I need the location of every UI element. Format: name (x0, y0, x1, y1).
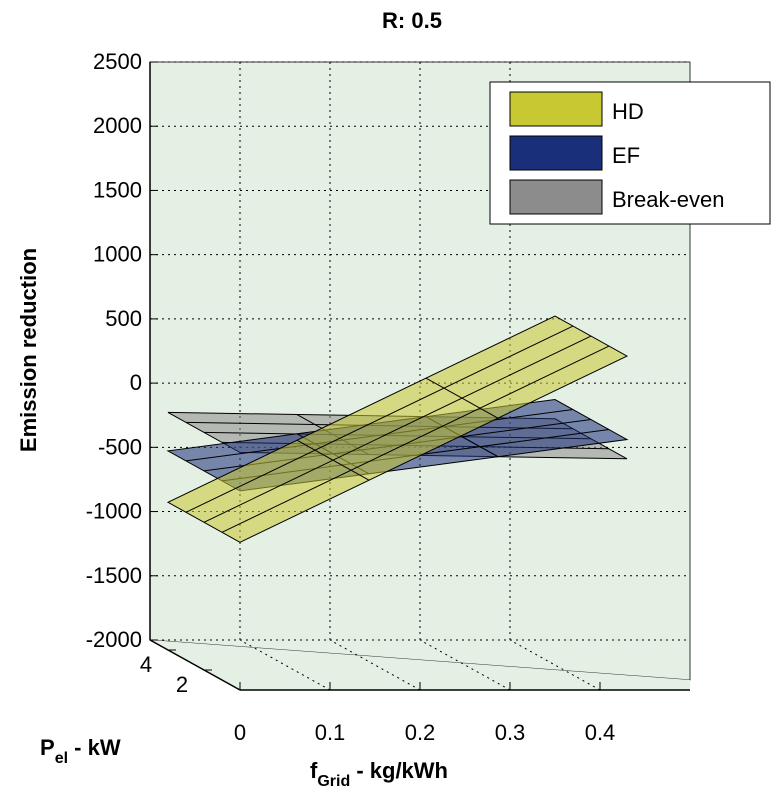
y-axis (149, 639, 241, 691)
y-tick-label: 4 (140, 652, 152, 677)
legend-label: Break-even (612, 187, 725, 212)
surface-mesh-line (296, 439, 370, 481)
y-tick-label: 2 (176, 672, 188, 697)
legend-swatch (509, 135, 603, 171)
surface-mesh-line (203, 335, 592, 523)
tick-labels: 2500 2000 1500 1000 500 0 -500 -1000 -1500 -2000 0… (86, 49, 616, 745)
x-floor-gridline (239, 639, 331, 691)
x-tick-label: 0.2 (405, 720, 436, 745)
z-tick-label: 2500 (93, 49, 142, 74)
x-floor-gridline (329, 639, 421, 691)
z-tick-label: 1000 (93, 242, 142, 267)
x-tick-label: 0.4 (585, 720, 616, 745)
y-axis-label-sub: el (55, 750, 68, 767)
x-axis-label: fGrid - kg/kWh (310, 758, 448, 790)
legend-label: HD (612, 99, 644, 124)
z-tick-label: 2000 (93, 113, 142, 138)
legend-label: EF (612, 143, 640, 168)
legend-swatch (509, 179, 603, 215)
x-tick-label: 0.1 (315, 720, 346, 745)
chart-title: R: 0.5 (382, 8, 442, 33)
x-floor-gridline (419, 639, 511, 691)
z-tick-label: -1000 (86, 499, 142, 524)
x-floor-gridline (509, 639, 601, 691)
z-tick-label: -1500 (86, 563, 142, 588)
surfaces (166, 315, 629, 543)
x-tick-label: 0.3 (495, 720, 526, 745)
y-axis-label: Pel - kW (40, 735, 121, 767)
surface-mesh-line (221, 345, 610, 533)
x-axis-label-main: f (310, 758, 318, 783)
z-tick-label: -2000 (86, 627, 142, 652)
z-axis-label: Emission reduction (16, 248, 41, 452)
z-tick-label: 1500 (93, 177, 142, 202)
floor-plane (150, 640, 690, 690)
z-tick-label: -500 (98, 434, 142, 459)
z-tick-label: 0 (130, 370, 142, 395)
surface-mesh-line (425, 377, 499, 419)
y-axis-label-rest: - kW (68, 735, 121, 760)
legend-swatch (509, 91, 603, 127)
legend: HD EF Break-even (489, 81, 771, 225)
y-axis-label-main: P (40, 735, 55, 760)
x-tick-label: 0 (234, 720, 246, 745)
x-axis-label-rest: - kg/kWh (350, 758, 448, 783)
surface-mesh-line (185, 325, 574, 513)
z-tick-label: 500 (105, 306, 142, 331)
x-axis-label-sub: Grid (317, 773, 350, 790)
